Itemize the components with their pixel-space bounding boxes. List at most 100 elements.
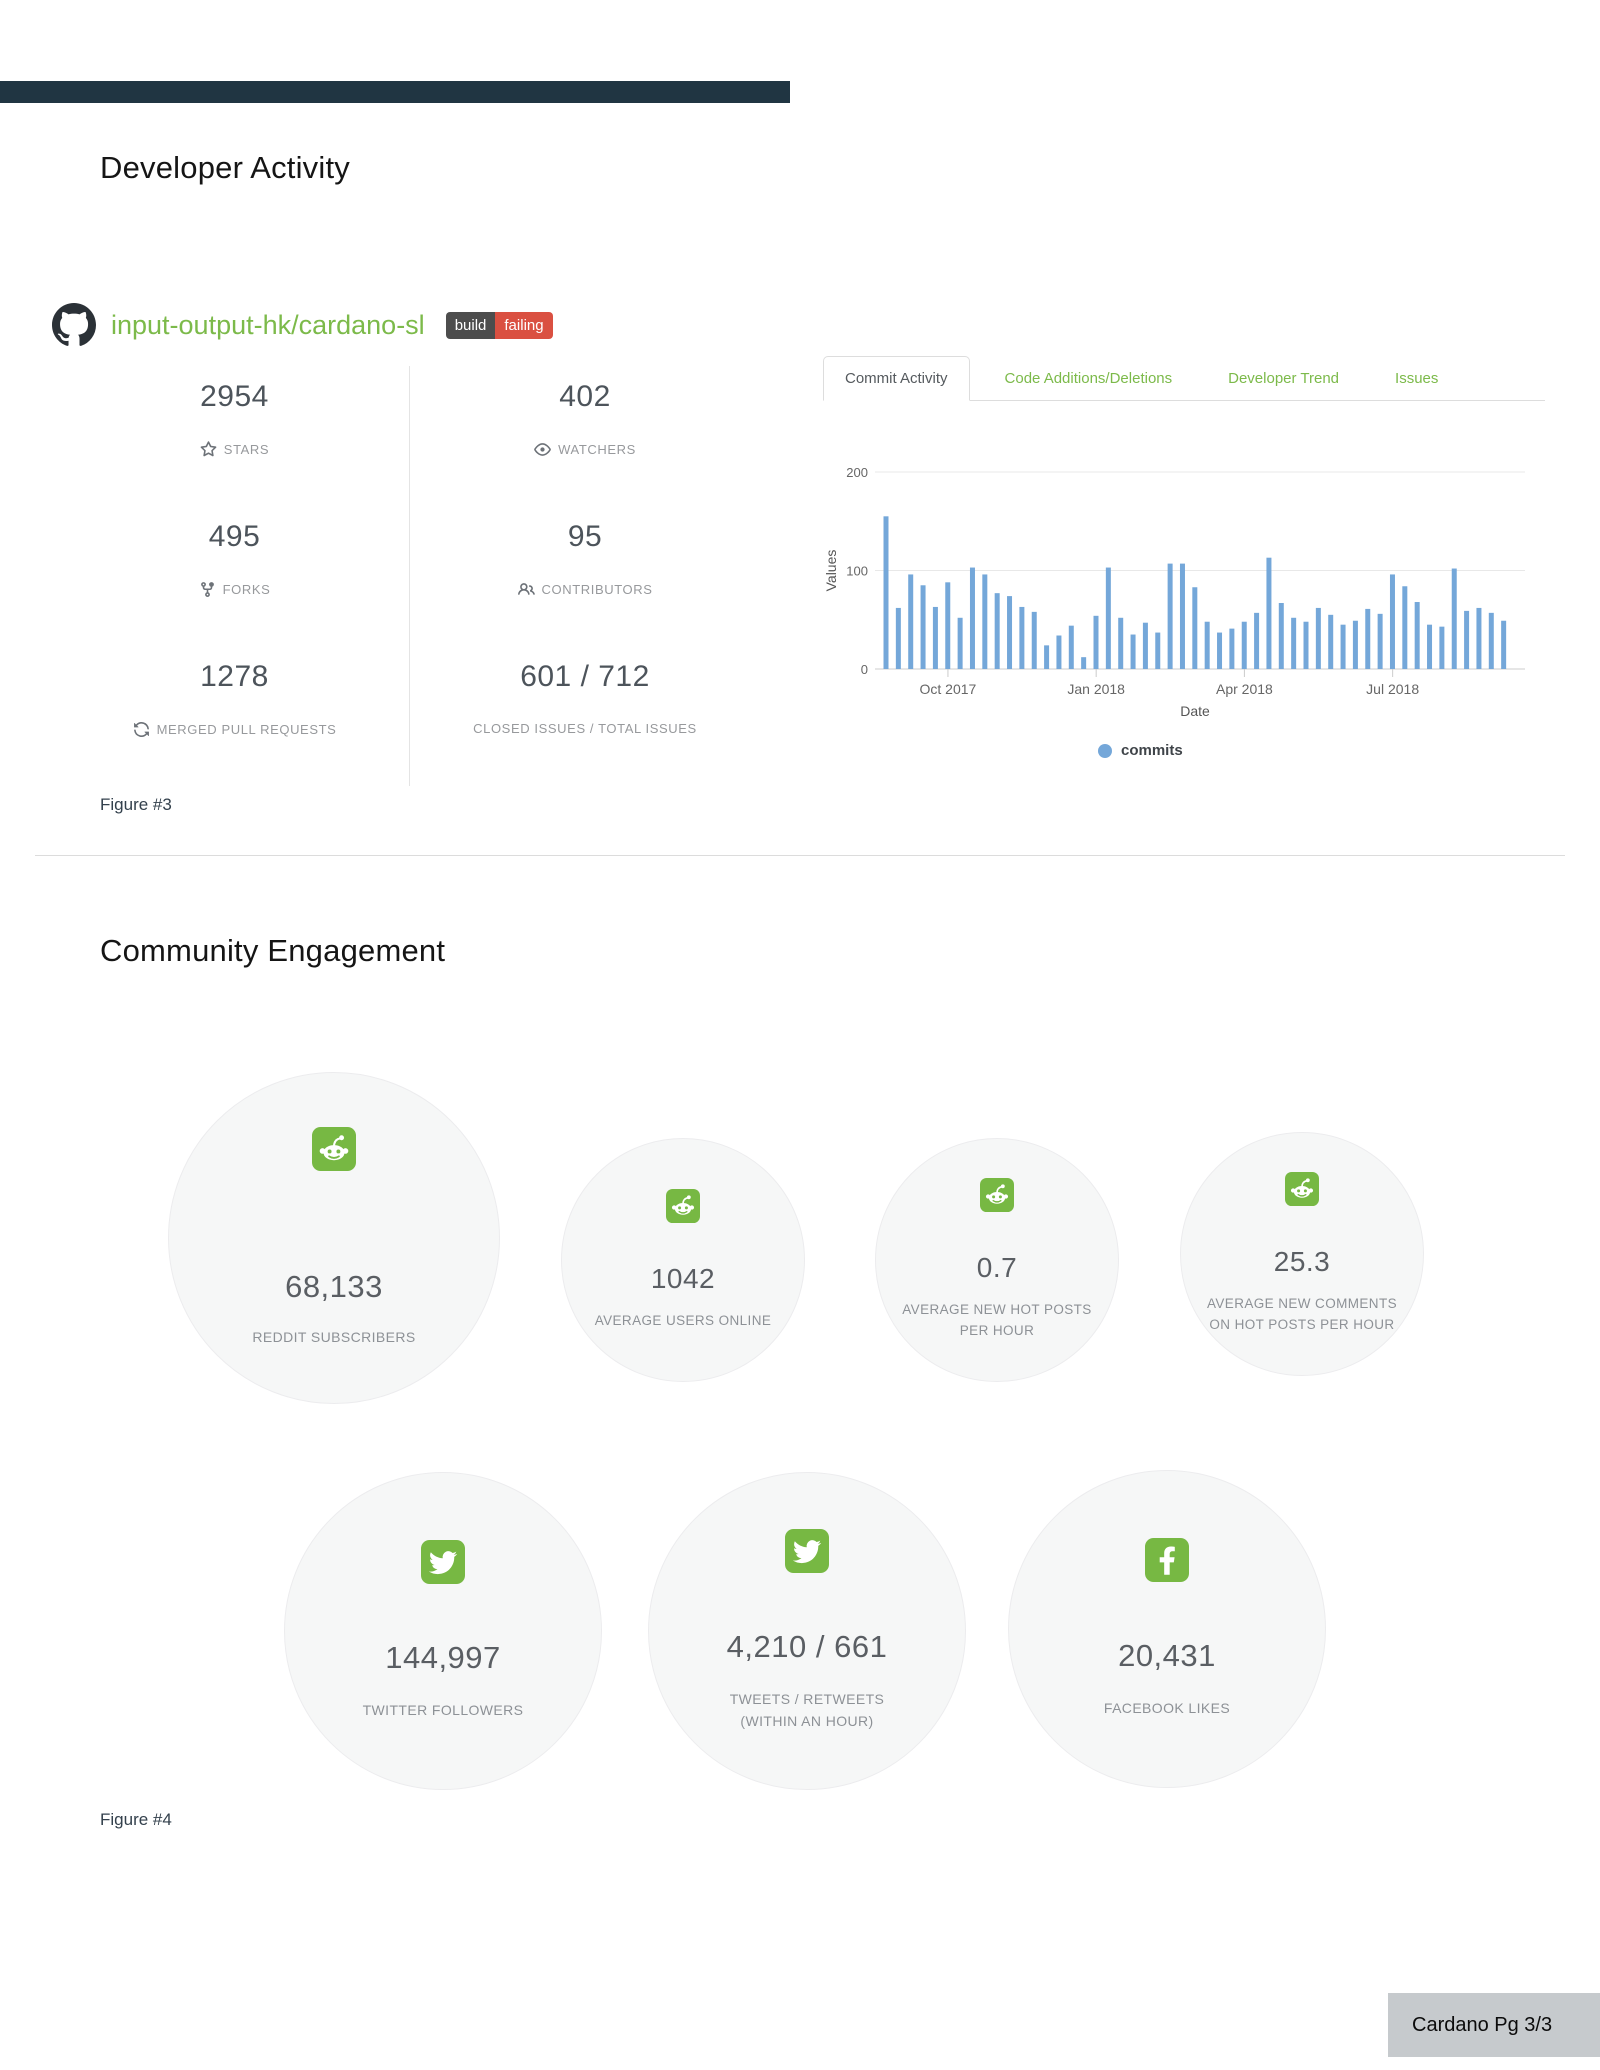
legend-commits-dot [1098, 743, 1112, 758]
page-header-bar [0, 81, 790, 103]
facebook-likes-circle: 20,431 FACEBOOK LIKES [1008, 1470, 1326, 1788]
commit-bar [982, 574, 988, 669]
figure-3-caption: Figure #3 [100, 795, 172, 814]
average-new-comments-value: 25.3 [1273, 1246, 1331, 1278]
contributors-value: 95 [567, 520, 603, 553]
average-users-online-circle: 1042 AVERAGE USERS ONLINE [561, 1138, 805, 1382]
commit-activity-chart: 0 100 200 Values Oct 2017 Jan 2018 Apr 2018 Jul… [823, 465, 1525, 719]
tweets-retweets-label: TWEETS / RETWEETS (WITHIN AN HOUR) [729, 1691, 885, 1729]
twitter-followers-circle: 144,997 TWITTER FOLLOWERS [284, 1472, 602, 1790]
commit-bar [1044, 645, 1050, 669]
commit-bar [1179, 563, 1185, 669]
stat-forks: 495 FORKS [60, 506, 410, 646]
reddit-icon [666, 1188, 700, 1223]
x-tick-label: Jul 2018 [1366, 681, 1419, 697]
issues-value: 601 / 712 [520, 660, 650, 693]
commit-bar [1389, 574, 1395, 669]
commit-bar [1476, 607, 1482, 669]
stat-watchers: 402 WATCHERS [410, 366, 760, 506]
commit-bar [1229, 628, 1235, 669]
stat-stars: 2954 STARS [60, 366, 410, 506]
average-users-online-label: AVERAGE USERS ONLINE [594, 1312, 772, 1328]
commit-bar [1488, 612, 1494, 669]
commit-bar [1352, 620, 1358, 669]
average-new-hot-posts-label: AVERAGE NEW HOT POSTS PER HOUR [902, 1302, 1092, 1338]
commit-bar [1278, 603, 1284, 669]
watchers-label: WATCHERS [558, 442, 636, 457]
contributors-label: CONTRIBUTORS [541, 582, 653, 597]
github-octocat-icon [52, 303, 96, 347]
github-stats-grid: 2954 STARS 402 WATCHERS 495 FORKS 95 CON… [60, 366, 760, 786]
forks-label: FORKS [222, 582, 271, 597]
commit-bar [1291, 617, 1297, 669]
commit-bar [1142, 622, 1148, 669]
reddit-icon [1285, 1172, 1319, 1207]
figure-4-caption: Figure #4 [100, 1810, 172, 1829]
commit-bar [945, 582, 951, 669]
commit-bar [1439, 626, 1445, 669]
people-icon [517, 583, 535, 595]
x-tick-label: Jan 2018 [1067, 681, 1125, 697]
badge-build-label: build [445, 311, 496, 339]
reddit-icon [980, 1178, 1014, 1213]
commit-bar [957, 617, 963, 669]
tweets-retweets-value: 4,210 / 661 [726, 1629, 888, 1665]
page-footer-label: Cardano Pg 3/3 [1412, 2013, 1553, 2036]
commit-bar [1254, 612, 1260, 669]
github-repo-header: input-output-hk/cardano-sl build failing [52, 303, 553, 347]
chart-tabs: Commit Activity Code Additions/Deletions… [823, 356, 1545, 401]
fork-icon [200, 582, 214, 597]
tab-developer-trend[interactable]: Developer Trend [1228, 370, 1340, 387]
commit-bar [1007, 596, 1013, 669]
repo-link[interactable]: input-output-hk/cardano-sl [111, 309, 425, 340]
chart-legend: commits [1098, 742, 1183, 759]
community-engagement-title: Community Engagement [100, 933, 446, 968]
commit-bar [1130, 634, 1136, 669]
commit-bar [1019, 606, 1025, 669]
tab-commit-activity[interactable]: Commit Activity [823, 356, 970, 401]
twitter-icon [421, 1540, 465, 1585]
commit-bar [1068, 625, 1074, 669]
commit-bar [1266, 557, 1272, 669]
y-tick-label: 0 [861, 662, 868, 677]
x-axis-label: Date [1180, 703, 1210, 719]
commit-bar [1427, 624, 1433, 669]
commit-bar [920, 585, 926, 669]
merge-loop-icon [133, 722, 149, 737]
reddit-subscribers-circle: 68,133 REDDIT SUBSCRIBERS [168, 1072, 500, 1404]
commit-bar [1365, 608, 1371, 669]
commit-bar [1377, 613, 1383, 669]
reddit-icon [312, 1127, 356, 1172]
commit-bar [1303, 621, 1309, 669]
y-tick-label: 100 [846, 564, 868, 579]
tab-issues[interactable]: Issues [1395, 370, 1439, 387]
commit-bar [1118, 617, 1124, 669]
commit-bar [1241, 621, 1247, 669]
commit-bar [1464, 610, 1470, 669]
eye-icon [534, 443, 551, 456]
x-tick-label: Apr 2018 [1216, 681, 1273, 697]
twitter-icon [785, 1529, 829, 1574]
commit-bar [1056, 635, 1062, 669]
merged-prs-value: 1278 [200, 660, 269, 693]
tweets-retweets-circle: 4,210 / 661 TWEETS / RETWEETS (WITHIN AN… [648, 1472, 966, 1790]
stat-contributors: 95 CONTRIBUTORS [410, 506, 760, 646]
commit-bar [969, 567, 975, 669]
commit-bar [1093, 615, 1099, 669]
issues-label: CLOSED ISSUES / TOTAL ISSUES [473, 721, 697, 736]
commit-bar [895, 607, 901, 669]
stars-value: 2954 [200, 380, 269, 413]
commit-bar [1204, 621, 1210, 669]
commit-bar [1031, 611, 1037, 669]
commit-bar [932, 606, 938, 669]
commit-bar [994, 593, 1000, 669]
tab-code-additions-deletions[interactable]: Code Additions/Deletions [1004, 370, 1173, 387]
stat-merged-prs: 1278 MERGED PULL REQUESTS [60, 646, 410, 786]
commit-bar [1328, 614, 1334, 669]
twitter-followers-label: TWITTER FOLLOWERS [362, 1702, 524, 1719]
commit-bar [1155, 632, 1161, 669]
y-tick-label: 200 [846, 465, 868, 480]
average-new-hot-posts-circle: 0.7 AVERAGE NEW HOT POSTS PER HOUR [875, 1138, 1119, 1382]
stars-label: STARS [223, 442, 270, 457]
average-new-hot-posts-value: 0.7 [976, 1252, 1018, 1284]
